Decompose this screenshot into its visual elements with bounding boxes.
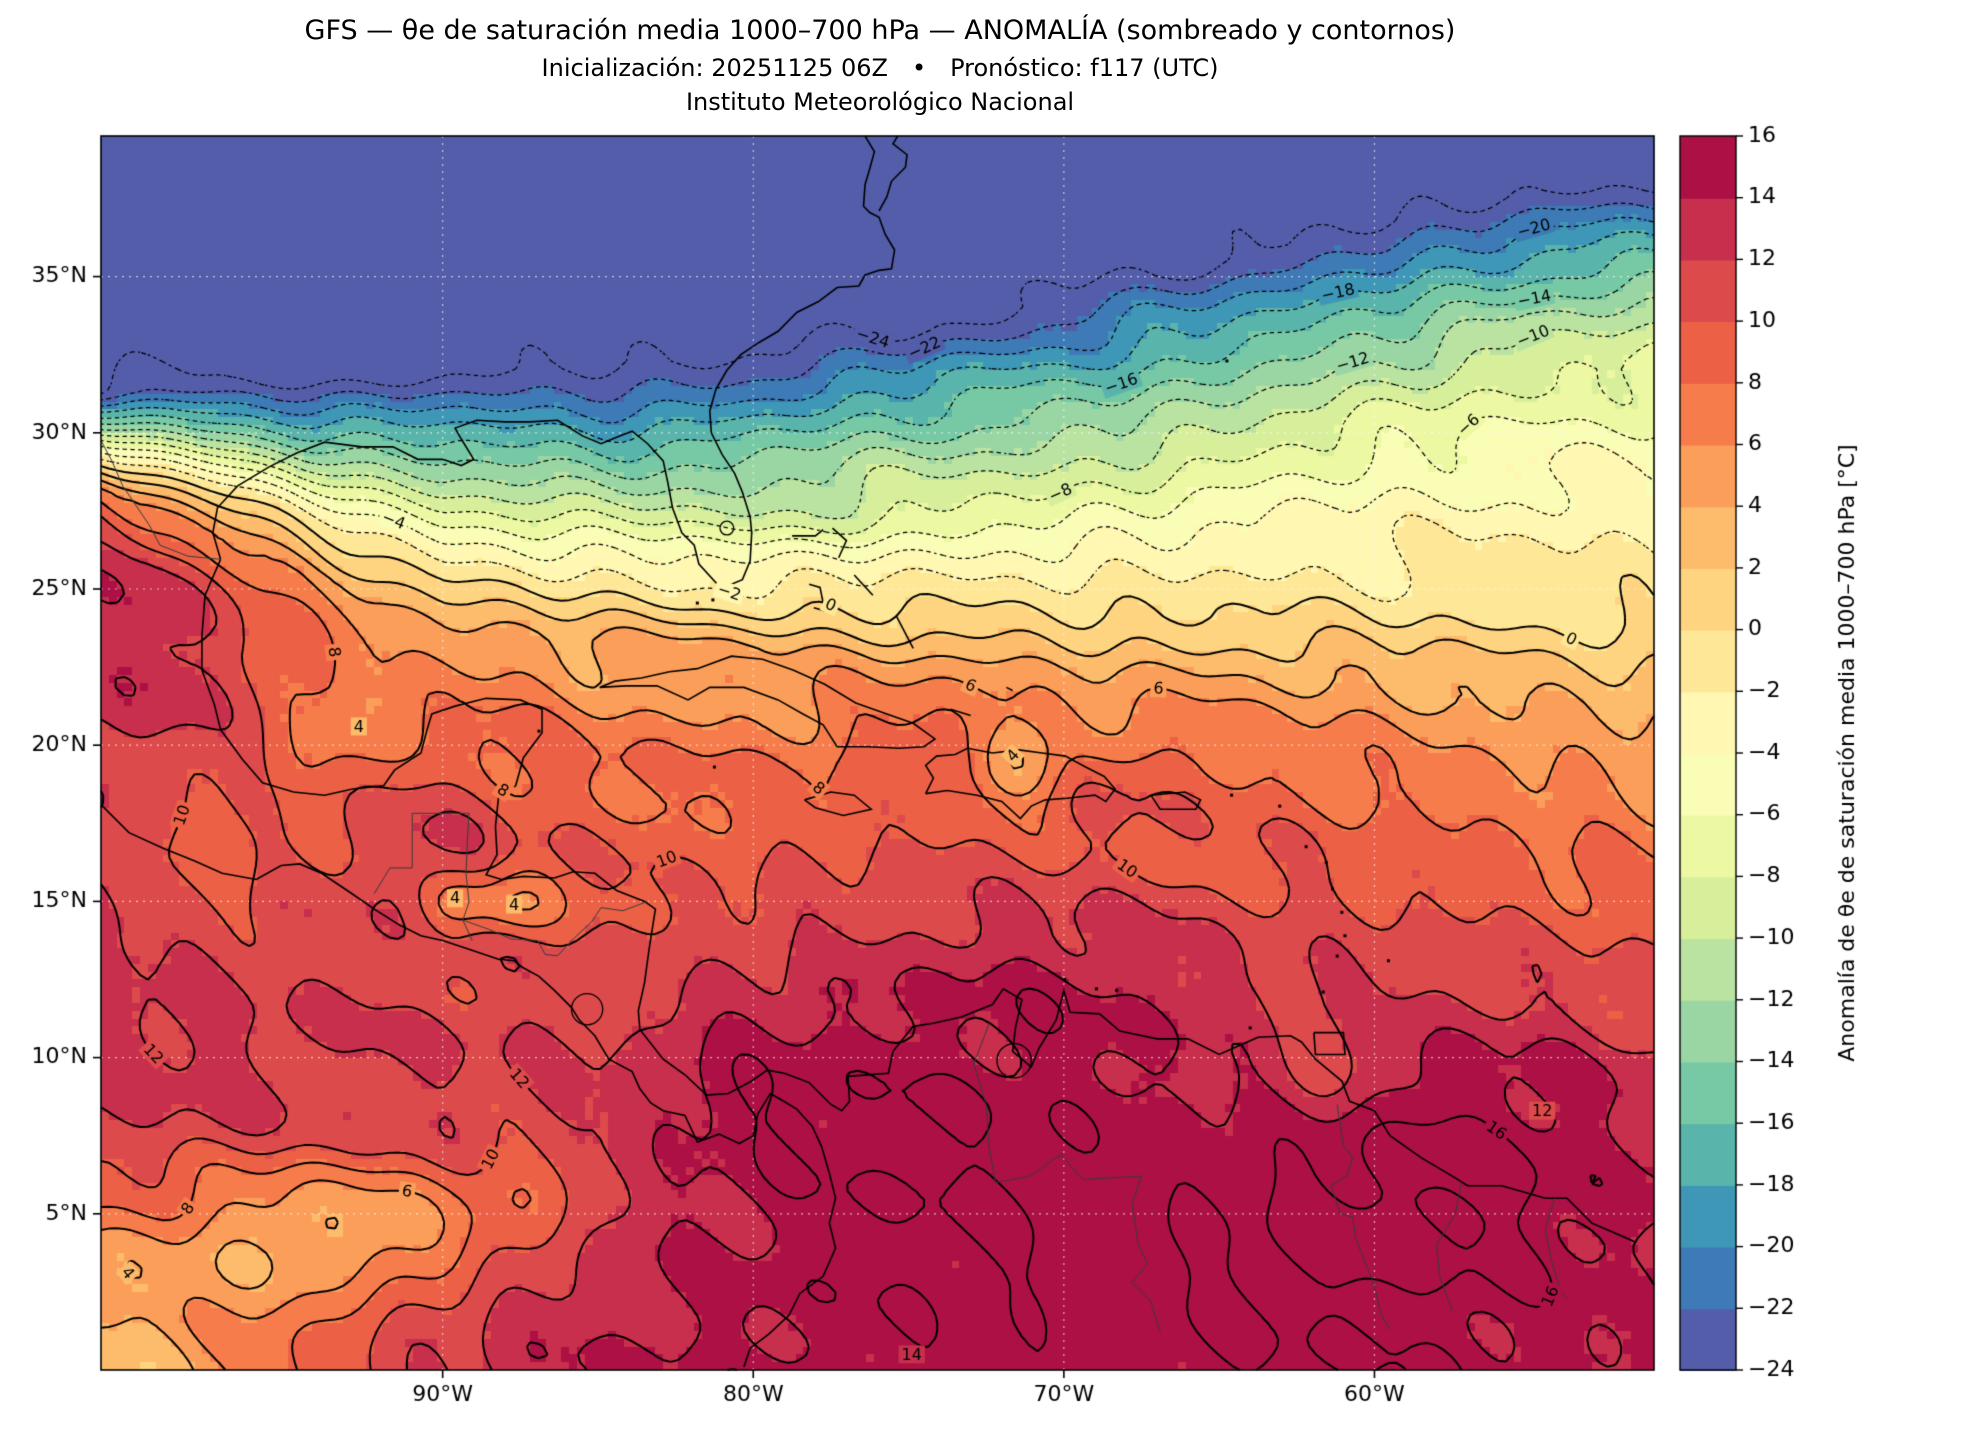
figure-titles: GFS — θe de saturación media 1000–700 hP… — [0, 14, 1760, 117]
forecast-time-text: Pronóstico: f117 (UTC) — [950, 53, 1219, 82]
chart-subtitle: Inicialización: 20251125 06Z • Pronóstico:… — [0, 53, 1760, 83]
separator-dot: • — [911, 53, 927, 82]
chart-title: GFS — θe de saturación media 1000–700 hP… — [304, 15, 1456, 46]
institution-name: Instituto Meteorológico Nacional — [685, 87, 1075, 116]
init-time-text: Inicialización: 20251125 06Z — [541, 53, 888, 82]
